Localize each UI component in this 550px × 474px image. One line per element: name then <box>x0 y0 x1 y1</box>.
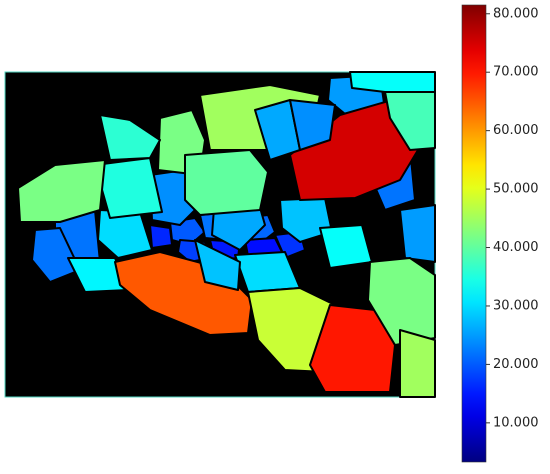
colorbar-tick-label: 70.000 <box>493 65 539 80</box>
cell <box>194 239 241 291</box>
colorbar-tick-label: 30.000 <box>493 298 539 313</box>
colorbar <box>461 4 487 463</box>
cell <box>399 204 436 263</box>
cell <box>94 157 163 219</box>
cell <box>289 99 336 151</box>
cell <box>99 114 161 161</box>
cell <box>289 99 419 201</box>
cell <box>31 227 81 283</box>
colorbar-tick-label: 10.000 <box>493 415 539 430</box>
colorbar-tick-label: 20.000 <box>493 357 539 372</box>
cell <box>384 91 436 151</box>
cell <box>349 71 436 93</box>
cell <box>319 224 373 269</box>
colorbar-tick-label: 60.000 <box>493 123 539 138</box>
colorbar-tick-label: 50.000 <box>493 182 539 197</box>
colorbar-tick-label: 80.000 <box>493 6 539 21</box>
cell <box>184 149 269 216</box>
cell <box>399 329 436 398</box>
cell <box>149 224 173 249</box>
colorbar-tick-label: 40.000 <box>493 240 539 255</box>
cell <box>17 159 106 223</box>
cell <box>367 257 436 346</box>
